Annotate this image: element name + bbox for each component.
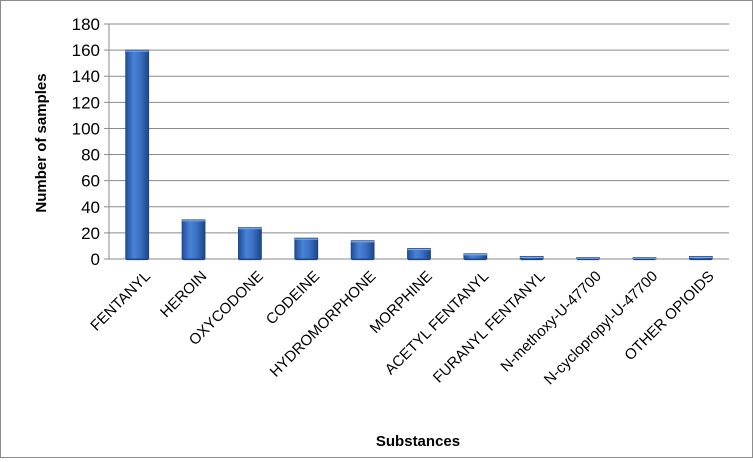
y-tick-label: 120 xyxy=(72,93,100,112)
x-category-label: N-cyclopropyl-U-47700 xyxy=(541,268,661,388)
y-tick-label: 0 xyxy=(91,250,100,269)
y-tick-label: 60 xyxy=(81,172,100,191)
bar xyxy=(294,237,319,260)
y-tick-label: 40 xyxy=(81,198,100,217)
x-category-label: CODEINE xyxy=(263,268,323,328)
y-tick-label: 180 xyxy=(72,15,100,34)
bar xyxy=(181,219,206,260)
bar xyxy=(125,49,150,260)
y-tick-label: 100 xyxy=(72,119,100,138)
x-category-label: HEROIN xyxy=(157,268,210,321)
x-axis-categories: FENTANYL HEROINOXYCODONECODEINEHYDROMORPH… xyxy=(87,268,717,388)
x-category-label: HYDROMORPHONE xyxy=(267,268,380,381)
bars xyxy=(125,49,713,261)
x-category-label: N-methoxy-U-47700 xyxy=(497,268,605,376)
y-axis-title: Number of samples xyxy=(33,73,50,212)
x-category-label: FURANYL FENTANYL xyxy=(430,268,549,387)
x-axis-title: Substances xyxy=(376,433,460,450)
bar xyxy=(238,227,262,260)
x-category-label: FENTANYL xyxy=(87,268,154,335)
bar xyxy=(350,240,375,260)
gridlines xyxy=(109,23,729,234)
y-axis-ticks: 0 20 40 60 80 100 120 140 160 180 xyxy=(72,15,109,269)
y-tick-label: 80 xyxy=(81,146,100,165)
y-tick-label: 140 xyxy=(72,67,100,86)
y-tick-label: 20 xyxy=(81,224,100,243)
y-tick-label: 160 xyxy=(72,41,100,60)
x-category-label: ACETYL FENTANYL xyxy=(382,268,492,378)
